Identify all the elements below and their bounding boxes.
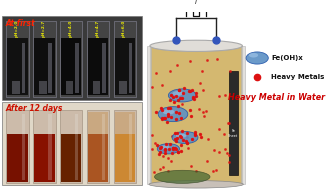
Ellipse shape [172, 132, 198, 144]
Text: After 12 days: After 12 days [6, 104, 63, 113]
Bar [7, 38, 28, 95]
Ellipse shape [163, 109, 175, 115]
Bar [115, 38, 135, 95]
Ellipse shape [246, 52, 268, 64]
Bar [49, 114, 51, 180]
Bar [61, 38, 82, 95]
Bar [115, 134, 135, 181]
Bar [129, 114, 132, 180]
Bar [66, 81, 74, 94]
Bar [12, 81, 20, 94]
Ellipse shape [149, 180, 243, 188]
Text: Fe
Sheet: Fe Sheet [228, 129, 238, 138]
Bar [21, 43, 25, 93]
Bar [102, 114, 105, 180]
Bar [147, 46, 151, 184]
Bar [7, 21, 29, 97]
Text: Fe(OH)x: Fe(OH)x [271, 55, 303, 61]
Text: Heavy Metal in Water: Heavy Metal in Water [228, 93, 325, 102]
Text: Heavy Metals: Heavy Metals [271, 74, 324, 80]
Ellipse shape [176, 134, 186, 138]
Ellipse shape [154, 170, 210, 183]
Ellipse shape [173, 91, 183, 96]
Bar [242, 46, 245, 184]
Bar [87, 110, 109, 183]
Bar [2, 102, 143, 185]
Bar [34, 38, 54, 95]
Bar [34, 112, 54, 134]
Bar [21, 114, 25, 180]
Bar [60, 110, 82, 183]
Bar [88, 38, 108, 95]
Bar [39, 81, 47, 94]
Text: pH=2.7: pH=2.7 [42, 20, 46, 37]
Ellipse shape [158, 107, 188, 122]
Bar [150, 46, 243, 184]
Ellipse shape [157, 144, 180, 154]
Bar [75, 43, 79, 93]
Bar [92, 81, 100, 94]
Bar [228, 71, 238, 175]
Bar [129, 43, 132, 93]
Bar [75, 114, 78, 180]
Bar [102, 43, 106, 93]
Ellipse shape [150, 40, 243, 51]
Bar [2, 16, 143, 100]
Bar [33, 110, 55, 183]
Bar [61, 112, 82, 134]
Bar [88, 134, 108, 181]
Bar [60, 21, 82, 97]
Text: pH=4.0: pH=4.0 [68, 20, 72, 37]
Bar [61, 134, 82, 181]
Text: pH=2.0: pH=2.0 [15, 20, 19, 37]
Bar [114, 110, 136, 183]
Ellipse shape [249, 53, 258, 57]
Text: pH=4.7: pH=4.7 [95, 20, 99, 37]
Bar [33, 21, 55, 97]
Ellipse shape [168, 89, 196, 102]
Bar [87, 21, 109, 97]
Bar [119, 81, 127, 94]
Ellipse shape [152, 42, 241, 51]
Bar [88, 112, 108, 134]
Text: At first: At first [6, 19, 35, 28]
Bar [49, 43, 52, 93]
Text: pH=6.0: pH=6.0 [122, 20, 126, 37]
Bar [7, 134, 28, 181]
Ellipse shape [161, 145, 170, 149]
Bar [115, 112, 135, 134]
Bar [34, 134, 54, 181]
Text: i: i [195, 0, 197, 5]
Bar [7, 110, 29, 183]
Bar [7, 112, 28, 134]
Bar [114, 21, 136, 97]
